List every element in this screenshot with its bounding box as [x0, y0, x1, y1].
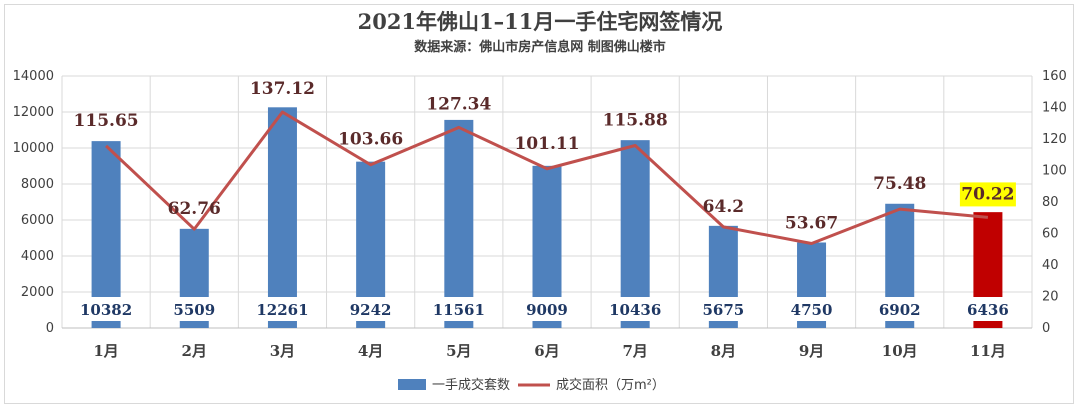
y-right-tick-label: 0: [1042, 321, 1050, 336]
bar-value-label: 9242: [350, 301, 392, 319]
legend-label-bars: 一手成交套数: [432, 377, 510, 393]
x-tick-label: 9月: [799, 342, 824, 360]
y-left-tick-label: 14000: [13, 69, 54, 84]
line-value-label: 137.12: [250, 79, 315, 99]
bar-label-bg: [426, 297, 491, 321]
y-left-tick-label: 12000: [13, 105, 54, 120]
line-label-highlight: [959, 182, 1016, 207]
chart-subtitle: 数据来源：佛山市房产信息网 制图佛山楼市: [414, 40, 666, 55]
bar: [91, 141, 121, 328]
y-right-tick-label: 20: [1042, 290, 1059, 305]
line-value-label: 64.2: [703, 197, 744, 217]
line-value-label: 75.48: [873, 174, 926, 194]
y-right-tick-label: 100: [1042, 164, 1067, 179]
y-right-tick-label: 140: [1042, 101, 1067, 116]
x-tick-label: 5月: [446, 342, 471, 360]
bar: [267, 107, 297, 328]
bar-label-bg: [691, 297, 756, 321]
y-left-tick-label: 6000: [21, 213, 54, 228]
bar-label-bg: [955, 297, 1020, 321]
y-left-tick-label: 8000: [21, 177, 54, 192]
y-right-tick-label: 40: [1042, 258, 1059, 273]
bar-value-label: 11561: [433, 301, 485, 319]
x-tick-label: 7月: [622, 342, 647, 360]
bar-label-bg: [338, 297, 403, 321]
bar-value-label: 9009: [526, 301, 568, 319]
y-left-tick-label: 10000: [13, 141, 54, 156]
bar-value-label: 10382: [80, 301, 132, 319]
y-right-tick-label: 120: [1042, 132, 1067, 147]
bar-value-label: 5509: [173, 301, 215, 319]
line-value-label: 103.66: [338, 130, 403, 150]
x-tick-label: 4月: [358, 342, 383, 360]
line-value-label: 127.34: [426, 94, 491, 114]
bar: [444, 119, 474, 328]
line-value-label: 53.67: [785, 213, 838, 233]
bar-label-bg: [779, 297, 844, 321]
bar-value-label: 5675: [702, 301, 744, 319]
line-series-area: [105, 110, 989, 245]
bar-label-bg: [250, 297, 315, 321]
x-tick-label: 1月: [93, 342, 118, 360]
y-left-tick-label: 0: [46, 321, 54, 336]
x-tick-label: 6月: [534, 342, 559, 360]
bar-value-label: 6902: [879, 301, 921, 319]
y-left-tick-label: 2000: [21, 285, 54, 300]
bar-label-bg: [603, 297, 668, 321]
line-value-label: 115.88: [603, 110, 668, 130]
line-value-label: 70.22: [961, 184, 1014, 204]
x-tick-label: 8月: [711, 342, 736, 360]
x-tick-label: 11月: [970, 342, 1006, 360]
chart-title: 2021年佛山1–11月一手住宅网签情况: [357, 9, 723, 34]
bar-value-label: 6436: [967, 301, 1009, 319]
line-value-label: 62.76: [168, 199, 221, 219]
y-right-tick-label: 80: [1042, 195, 1059, 210]
line-value-label: 101.11: [514, 134, 579, 154]
bar: [620, 140, 650, 328]
x-tick-label: 3月: [270, 342, 295, 360]
bar-value-label: 4750: [791, 301, 833, 319]
legend-label-line: 成交面积（万m²）: [556, 377, 665, 393]
x-tick-label: 2月: [182, 342, 207, 360]
y-right-tick-label: 60: [1042, 227, 1059, 242]
bar-label-bg: [867, 297, 932, 321]
bar-value-label: 12261: [256, 301, 308, 319]
bar-label-bg: [74, 297, 139, 321]
bar-value-label: 10436: [609, 301, 661, 319]
bar-label-bg: [515, 297, 579, 321]
y-left-tick-label: 4000: [21, 249, 54, 264]
bar-label-bg: [162, 297, 227, 321]
y-right-tick-label: 160: [1042, 69, 1067, 84]
legend-swatch-bars: [398, 379, 426, 390]
line-value-label: 115.65: [74, 111, 139, 131]
x-tick-label: 10月: [882, 342, 918, 360]
